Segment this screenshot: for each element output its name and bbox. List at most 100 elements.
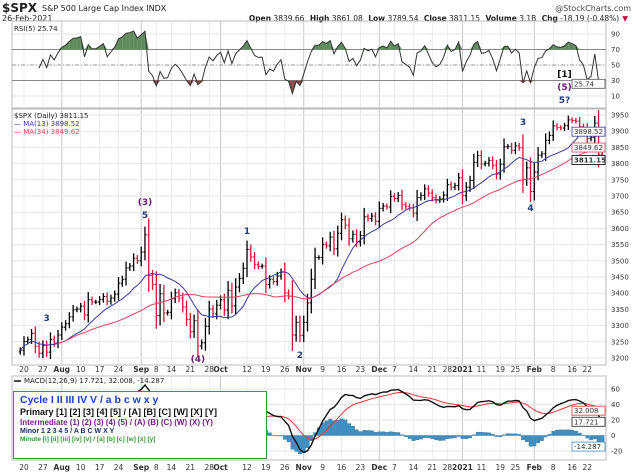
macd-histogram-bar bbox=[279, 435, 283, 437]
macd-histogram-bar bbox=[385, 432, 389, 436]
price-tick-label: 3250 bbox=[611, 338, 629, 346]
macd-tick-label: -20 bbox=[611, 448, 622, 456]
price-tick-label: 3450 bbox=[611, 274, 629, 282]
rsi-overbought-fill bbox=[390, 41, 395, 50]
x-tick-label: Dec bbox=[371, 463, 387, 472]
price-tick-label: 3650 bbox=[611, 209, 629, 217]
macd-histogram-bar bbox=[434, 435, 438, 441]
macd-histogram-bar bbox=[540, 435, 544, 441]
price-tick-label: 3900 bbox=[611, 128, 629, 136]
x-tick-label: 21 bbox=[186, 365, 196, 374]
macd-histogram-bar bbox=[449, 435, 454, 439]
macd-histogram-bar bbox=[453, 435, 457, 438]
price-tick-label: 3550 bbox=[611, 241, 629, 249]
macd-histogram-bar bbox=[589, 435, 593, 441]
x-tick-label: 11 bbox=[477, 365, 487, 374]
x-tick-label: Oct bbox=[213, 365, 228, 374]
rsi-oversold-fill bbox=[530, 80, 535, 83]
rsi-overbought-fill bbox=[133, 31, 138, 50]
rsi-overbought-fill bbox=[76, 36, 81, 50]
macd-histogram-bar bbox=[532, 435, 537, 447]
macd-histogram-bar bbox=[332, 420, 336, 436]
rsi-value-box bbox=[571, 78, 606, 89]
price-value-box bbox=[571, 126, 606, 137]
rsi-overbought-fill bbox=[73, 38, 77, 50]
rsi-overbought-fill bbox=[99, 43, 104, 50]
axes: 20202727AugAug101017172424SepSep88141421… bbox=[19, 31, 629, 473]
elliott-wave-legend: Cycle I II III IV V / a b c w x y Primar… bbox=[13, 391, 267, 459]
macd-histogram-bar bbox=[464, 435, 469, 439]
chg-value: -18.19 (-0.48%) bbox=[560, 14, 620, 23]
x-tick-label: 23 bbox=[356, 463, 366, 472]
rsi-overbought-fill bbox=[568, 42, 573, 50]
wave-label: 5? bbox=[559, 96, 570, 106]
price-tick-label: 3400 bbox=[611, 290, 629, 298]
x-tick-label: 26 bbox=[280, 463, 290, 472]
brand: @StockCharts.com bbox=[555, 4, 631, 13]
legend-intermediate: Intermediate (1) (2) (3) (4) (5) / (A) (… bbox=[20, 417, 213, 427]
macd-histogram-bar bbox=[559, 429, 563, 436]
macd-histogram-bar bbox=[475, 431, 480, 436]
rsi-tick-label: 10 bbox=[611, 93, 620, 101]
x-tick-label: 19 bbox=[261, 365, 271, 374]
x-tick-label: 16 bbox=[337, 463, 347, 472]
price-tick-label: 3800 bbox=[611, 160, 629, 168]
macd-histogram-bar bbox=[490, 433, 495, 436]
wave-label: 3 bbox=[520, 118, 526, 128]
macd-histogram-bar bbox=[494, 435, 499, 437]
macd-histogram-bar bbox=[574, 430, 578, 436]
rsi-overbought-fill bbox=[118, 36, 123, 50]
x-tick-label: 16 bbox=[567, 365, 577, 374]
x-tick-label: 24 bbox=[114, 463, 124, 472]
x-tick-label: Nov bbox=[296, 463, 312, 472]
x-tick-label: 14 bbox=[167, 365, 177, 374]
x-tick-label: 20 bbox=[19, 365, 29, 374]
chart-date: 26-Feb-2021 bbox=[2, 14, 53, 23]
price-value-label: 3811.15 bbox=[574, 156, 606, 164]
rsi-overbought-fill bbox=[379, 46, 384, 50]
macd-histogram-bar bbox=[388, 431, 393, 436]
macd-value-label: 32.008 bbox=[574, 407, 599, 415]
x-tick-label: 14 bbox=[409, 463, 419, 472]
macd-histogram-bar bbox=[441, 435, 446, 441]
macd-value-box bbox=[571, 416, 606, 427]
x-tick-label: 9 bbox=[320, 365, 325, 374]
x-tick-label: 19 bbox=[496, 365, 506, 374]
macd-histogram-bar bbox=[373, 432, 378, 436]
x-tick-label: Sep bbox=[133, 463, 149, 472]
macd-histogram-bar bbox=[506, 433, 510, 436]
x-tick-label: Feb bbox=[527, 365, 543, 374]
macd-histogram-bar bbox=[335, 419, 340, 436]
macd-histogram-bar bbox=[381, 431, 386, 436]
macd-histogram-bar bbox=[419, 435, 423, 440]
x-tick-label: 27 bbox=[38, 365, 48, 374]
x-tick-label: 21 bbox=[427, 463, 437, 472]
macd-histogram-bar bbox=[370, 430, 374, 436]
rsi-overbought-fill bbox=[504, 46, 508, 50]
x-tick-label: 27 bbox=[38, 463, 48, 472]
macd-value-box bbox=[571, 441, 606, 452]
macd-histogram-bar bbox=[400, 434, 404, 436]
rsi-overbought-fill bbox=[345, 48, 350, 50]
macd-histogram-bar bbox=[562, 429, 567, 436]
rsi-overbought-fill bbox=[126, 32, 130, 50]
ma13-legend: — MA(13) 3898.52 bbox=[14, 120, 80, 128]
macd-histogram-bar bbox=[347, 423, 352, 436]
ma34-legend: — MA(34) 3849.62 bbox=[14, 128, 80, 136]
low-label: Low bbox=[368, 14, 386, 23]
rsi-overbought-fill bbox=[553, 44, 557, 50]
macd-histogram-bar bbox=[502, 434, 507, 436]
macd-histogram-bar bbox=[358, 431, 363, 436]
x-tick-label: 19 bbox=[261, 463, 271, 472]
x-tick-label: 12 bbox=[242, 463, 252, 472]
macd-histogram-bar bbox=[422, 435, 427, 438]
ma34-line bbox=[57, 147, 603, 344]
x-tick-label: 17 bbox=[95, 463, 105, 472]
macd-histogram-bar bbox=[517, 434, 522, 436]
macd-histogram-bar bbox=[283, 435, 287, 440]
rsi-overbought-fill bbox=[322, 41, 327, 50]
rsi-overbought-fill bbox=[360, 48, 365, 50]
price-value-box bbox=[571, 155, 606, 165]
rsi-oversold-fill bbox=[519, 80, 523, 84]
macd-histogram-bar bbox=[301, 435, 306, 453]
